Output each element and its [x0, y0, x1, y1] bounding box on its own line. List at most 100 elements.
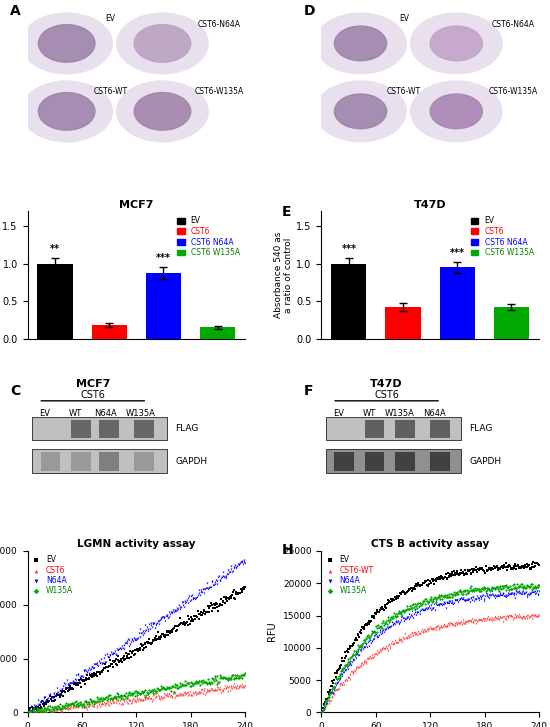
- EV: [525, 563, 534, 574]
- N64A: [348, 656, 356, 668]
- N64A: [57, 683, 66, 695]
- W135A: [332, 672, 340, 683]
- Text: N64A: N64A: [423, 409, 446, 418]
- N64A: [192, 592, 201, 603]
- EV: [324, 688, 333, 700]
- EV: [392, 593, 401, 604]
- N64A: [433, 600, 442, 611]
- W135A: [526, 582, 535, 593]
- CST6-WT: [364, 652, 372, 664]
- CST6: [188, 689, 196, 701]
- W135A: [483, 582, 492, 593]
- W135A: [120, 691, 129, 702]
- W135A: [134, 687, 142, 699]
- N64A: [388, 616, 397, 628]
- CST6-WT: [466, 615, 475, 627]
- W135A: [128, 688, 137, 700]
- W135A: [158, 683, 167, 694]
- Text: EV: EV: [399, 15, 409, 23]
- EV: [134, 645, 142, 656]
- W135A: [531, 580, 540, 592]
- CST6: [148, 694, 157, 705]
- EV: [535, 559, 543, 571]
- N64A: [152, 618, 161, 630]
- EV: [364, 616, 372, 628]
- CST6-WT: [331, 684, 339, 696]
- N64A: [167, 606, 175, 617]
- N64A: [421, 604, 430, 616]
- N64A: [59, 678, 68, 689]
- W135A: [502, 579, 510, 591]
- EV: [125, 648, 134, 660]
- W135A: [526, 579, 535, 590]
- EV: [378, 603, 387, 615]
- CST6: [207, 683, 216, 695]
- N64A: [235, 559, 244, 571]
- EV: [103, 665, 112, 677]
- EV: [48, 695, 57, 707]
- FancyBboxPatch shape: [395, 452, 415, 471]
- CST6: [142, 692, 151, 704]
- CST6-WT: [502, 611, 510, 622]
- Text: ***: ***: [156, 253, 171, 263]
- CST6-WT: [471, 617, 480, 629]
- CST6: [59, 702, 68, 714]
- N64A: [25, 704, 34, 715]
- CST6-WT: [365, 651, 374, 663]
- N64A: [504, 587, 513, 598]
- N64A: [39, 691, 48, 703]
- CST6-WT: [461, 615, 470, 627]
- EV: [533, 558, 542, 570]
- EV: [226, 592, 235, 603]
- N64A: [52, 687, 61, 699]
- N64A: [69, 676, 78, 688]
- EV: [42, 699, 51, 710]
- EV: [512, 561, 520, 572]
- CST6-WT: [519, 611, 528, 622]
- N64A: [509, 587, 518, 599]
- CST6-WT: [452, 618, 461, 630]
- EV: [413, 580, 422, 592]
- N64A: [223, 564, 232, 576]
- W135A: [521, 582, 530, 593]
- W135A: [94, 694, 102, 705]
- W135A: [135, 687, 144, 699]
- N64A: [210, 576, 219, 587]
- CST6: [168, 691, 177, 702]
- N64A: [492, 590, 500, 602]
- W135A: [219, 671, 228, 683]
- EV: [408, 586, 417, 598]
- W135A: [512, 584, 520, 595]
- EV: [508, 562, 516, 574]
- Bar: [146, 273, 181, 339]
- N64A: [81, 664, 90, 675]
- W135A: [377, 616, 386, 628]
- N64A: [46, 688, 54, 699]
- EV: [487, 563, 496, 575]
- CST6-WT: [434, 621, 443, 632]
- EV: [158, 629, 167, 640]
- N64A: [343, 662, 351, 673]
- W135A: [68, 696, 76, 708]
- EV: [43, 695, 52, 707]
- CST6-WT: [388, 638, 397, 649]
- W135A: [195, 675, 204, 686]
- W135A: [407, 602, 416, 614]
- CST6: [227, 681, 236, 693]
- Bar: [386, 308, 421, 339]
- CST6-WT: [364, 653, 373, 664]
- EV: [219, 595, 228, 606]
- CST6: [173, 689, 182, 701]
- CST6: [27, 706, 36, 718]
- CST6: [123, 696, 131, 708]
- CST6: [50, 704, 58, 716]
- EV: [217, 593, 226, 605]
- Circle shape: [315, 13, 406, 73]
- EV: [30, 704, 39, 715]
- EV: [169, 622, 178, 634]
- W135A: [519, 582, 527, 594]
- CST6: [194, 686, 202, 698]
- N64A: [454, 596, 463, 608]
- W135A: [164, 681, 173, 693]
- EV: [156, 633, 164, 645]
